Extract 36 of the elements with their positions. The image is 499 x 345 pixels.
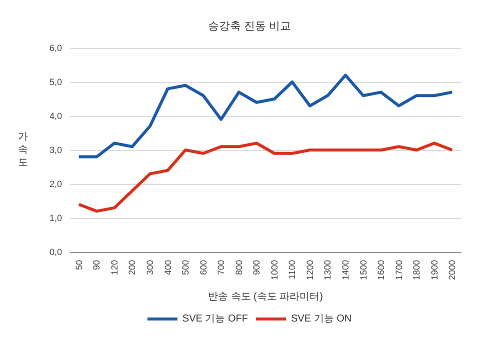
x-axis-title: 반송 속도 (속도 파라미터) [208,292,323,302]
x-tick-label: 90 [92,260,102,270]
x-tick-label: 500 [180,260,191,276]
x-tick-label: 900 [252,260,262,276]
x-tick-label: 400 [162,260,173,276]
y-tick-label: 1,0 [49,213,62,223]
line-series [77,74,454,158]
x-tick-label: 1000 [269,260,280,280]
x-tick-label: 1300 [322,260,333,280]
legend-label: SVE 기능 OFF [182,314,248,324]
y-tick-label: 2,0 [49,179,62,189]
y-tick-label: 3,0 [49,145,62,155]
x-tick-label: 120 [109,260,120,276]
x-tick-label: 2000 [447,260,458,280]
x-tick-label: 1800 [412,260,422,280]
x-tick-label: 1100 [287,260,298,280]
y-tick-label: 0,0 [49,247,62,257]
y-tick-label: 5,0 [49,77,62,87]
x-tick-label: 200 [127,260,138,276]
chart-title: 승강축 진동 비교 [208,20,292,32]
x-tick-label: 1600 [376,260,386,280]
x-tick-label: 1400 [340,260,350,280]
x-tick-label: 800 [234,260,244,276]
line-series [77,142,454,213]
x-tick-label: 50 [74,260,84,270]
x-tick-label: 1700 [394,260,404,280]
x-tick-label: 600 [198,260,208,276]
y-tick-label: 6,0 [49,43,62,53]
x-tick-label: 1900 [429,260,440,280]
x-tick-label: 1200 [304,260,315,280]
x-tick-label: 700 [216,260,226,276]
x-tick-label: 300 [144,260,155,276]
x-tick-label: 1500 [358,260,368,280]
legend-label: SVE 기능 ON [291,314,352,324]
y-tick-label: 4,0 [49,111,62,121]
y-axis-title: 가속도 [18,132,28,168]
